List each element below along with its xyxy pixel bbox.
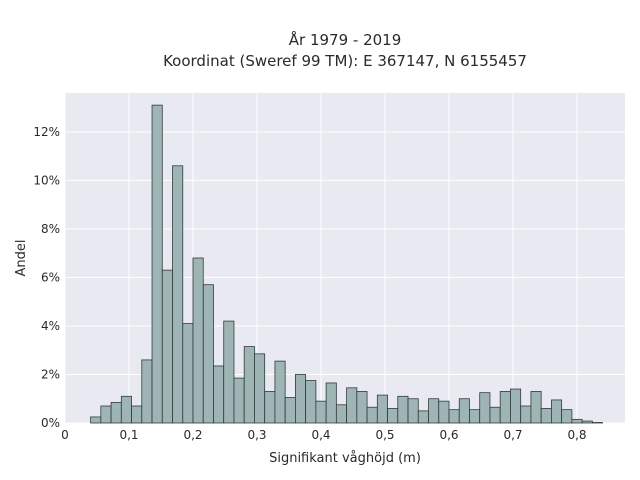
histogram-bar [243, 346, 255, 424]
y-tick-label: 10% [33, 173, 60, 187]
histogram-bar [458, 398, 470, 424]
x-tick-label: 0,7 [503, 428, 522, 442]
histogram-bar [254, 353, 266, 424]
histogram-bar [438, 400, 450, 424]
histogram-bar [561, 409, 573, 424]
histogram-bar [510, 388, 522, 424]
histogram-bar [469, 409, 481, 424]
histogram-bar [551, 399, 563, 424]
histogram-bar [202, 284, 214, 424]
histogram-bar [571, 418, 583, 424]
histogram-bar [120, 395, 132, 424]
histogram-bar [284, 397, 296, 424]
x-tick-label: 0,1 [119, 428, 138, 442]
histogram-bar [479, 392, 491, 424]
histogram-bar [499, 391, 511, 424]
y-tick-label: 6% [41, 270, 60, 284]
histogram-bar [346, 387, 358, 424]
x-tick-label: 0,6 [439, 428, 458, 442]
y-axis-label: Andel [14, 240, 29, 277]
histogram-bar [141, 359, 153, 424]
histogram-bar [182, 323, 194, 424]
histogram-bar [213, 365, 225, 424]
histogram-bar [223, 320, 235, 424]
histogram-bar [376, 394, 388, 424]
x-tick-label: 0,3 [247, 428, 266, 442]
histogram-bar [172, 165, 184, 424]
x-tick-label: 0,2 [183, 428, 202, 442]
histogram-bar [100, 405, 112, 424]
x-axis-ticks: 0 0,1 0,2 0,3 0,4 0,5 0,6 0,7 0,8 [61, 428, 586, 442]
y-tick-label: 0% [41, 416, 60, 430]
histogram-bar [294, 374, 307, 424]
chart-subtitle: Koordinat (Sweref 99 TM): E 367147, N 61… [163, 52, 527, 70]
x-tick-label: 0,8 [567, 428, 586, 442]
histogram-bar [335, 404, 347, 424]
histogram-bar [448, 409, 460, 424]
histogram-bar [110, 401, 122, 424]
histogram-bar [192, 257, 204, 424]
y-tick-label: 8% [41, 222, 60, 236]
histogram-bar [315, 400, 327, 424]
histogram-bar [233, 377, 245, 424]
histogram-bar [489, 406, 501, 424]
histogram-bar [325, 382, 337, 424]
y-tick-label: 12% [33, 125, 60, 139]
chart-title: År 1979 - 2019 [289, 30, 402, 49]
x-axis-label: Signifikant våghöjd (m) [269, 451, 421, 466]
histogram-bar [387, 408, 399, 424]
histogram-bar [530, 391, 542, 424]
y-axis-ticks: 0% 2% 4% 6% 8% 10% 12% [33, 125, 60, 430]
histogram-bar [520, 405, 532, 424]
histogram-bar [428, 398, 440, 424]
histogram-bar [161, 269, 173, 424]
histogram-bar [305, 380, 317, 424]
histogram-bar [356, 391, 368, 424]
histogram-bar [407, 398, 419, 424]
histogram-bar [417, 410, 429, 424]
histogram-bar [366, 406, 378, 424]
histogram-bar [540, 408, 552, 424]
x-tick-label: 0,5 [375, 428, 394, 442]
histogram-bar [90, 416, 102, 424]
histogram-bar [131, 405, 143, 424]
x-tick-label: 0 [61, 428, 69, 442]
histogram-bar [581, 420, 593, 424]
y-tick-label: 4% [41, 319, 60, 333]
histogram-bar [274, 360, 286, 424]
bars-group [90, 104, 603, 424]
histogram-bar [397, 395, 409, 424]
x-tick-label: 0,4 [311, 428, 330, 442]
histogram-bar [264, 391, 276, 424]
histogram-bar [151, 104, 163, 424]
y-tick-label: 2% [41, 367, 60, 381]
